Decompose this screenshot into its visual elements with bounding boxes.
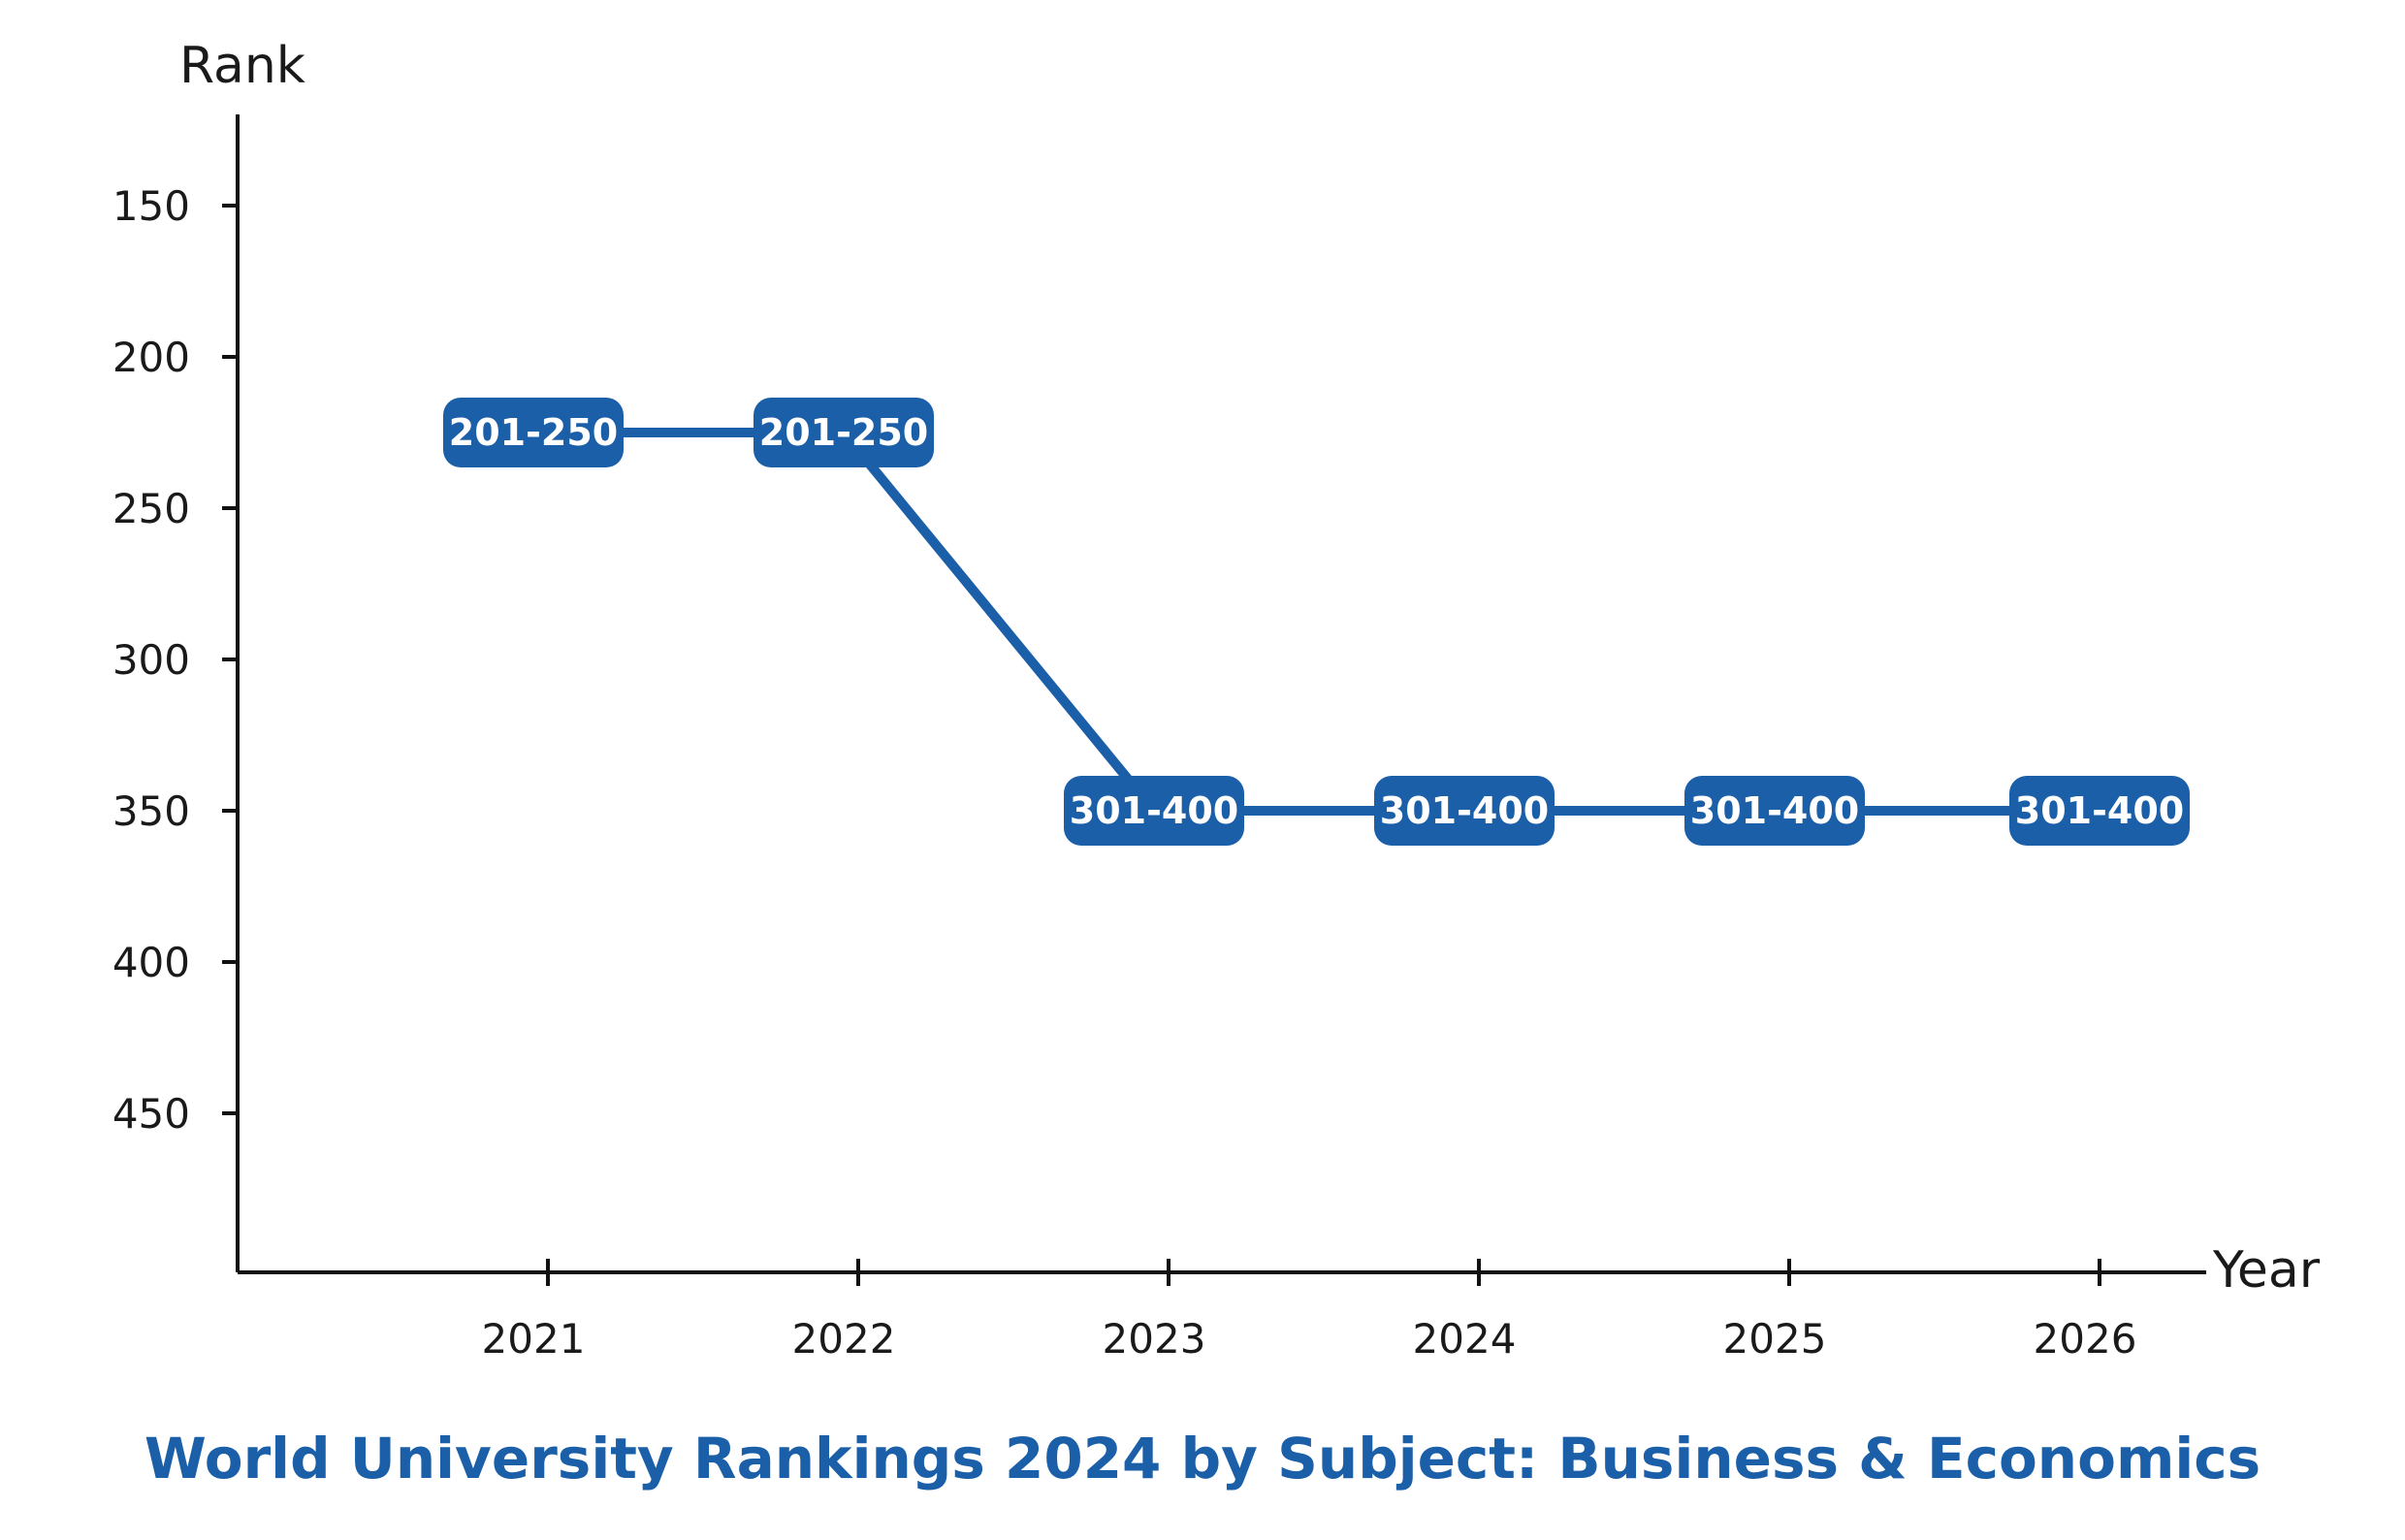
data-point-label: 301-400 [1684, 776, 1865, 846]
y-tick-label: 400 [112, 939, 190, 986]
series-line [529, 428, 2104, 816]
data-point-label: 301-400 [2009, 776, 2190, 846]
x-axis-title: Year [2212, 1241, 2321, 1299]
y-tick-label: 300 [112, 636, 190, 684]
y-tick-label: 450 [112, 1090, 190, 1138]
y-tick-label: 150 [112, 182, 190, 230]
y-tick-label: 200 [112, 334, 190, 381]
x-tick-label: 2024 [1413, 1315, 1517, 1363]
data-labels-layer: 201-250 201-250 301-400 301-400 301-400 301-4… [443, 398, 2190, 846]
data-label-box [1684, 776, 1865, 846]
data-label-text: 201-250 [449, 411, 618, 454]
data-label-box [1064, 776, 1244, 846]
data-label-box [1374, 776, 1555, 846]
x-tick-label: 2022 [792, 1315, 896, 1363]
data-label-text: 301-400 [1690, 789, 1859, 832]
chart-title: World University Rankings 2024 by Subjec… [144, 1426, 2261, 1492]
series-layer [529, 428, 2104, 816]
y-axis-title: Rank [179, 37, 305, 95]
y-tick-label: 250 [112, 485, 190, 532]
data-label-text: 201-250 [759, 411, 928, 454]
data-point-label: 301-400 [1064, 776, 1244, 846]
data-label-box [443, 398, 624, 467]
data-point-label: 201-250 [754, 398, 934, 467]
x-axis-ticks: 2021 2022 2023 2024 2025 2026 [482, 1259, 2137, 1363]
data-label-box [2009, 776, 2190, 846]
data-point-label: 201-250 [443, 398, 624, 467]
data-label-box [754, 398, 934, 467]
data-label-text: 301-400 [1070, 789, 1238, 832]
x-tick-label: 2025 [1723, 1315, 1827, 1363]
x-tick-label: 2021 [482, 1315, 586, 1363]
data-point-label: 301-400 [1374, 776, 1555, 846]
x-tick-label: 2026 [2034, 1315, 2137, 1363]
y-tick-label: 350 [112, 787, 190, 835]
data-label-text: 301-400 [1380, 789, 1549, 832]
axes [236, 114, 2206, 1274]
data-label-text: 301-400 [2015, 789, 2184, 832]
y-axis-ticks: 150 200 250 300 350 400 450 [112, 182, 238, 1138]
x-tick-label: 2023 [1103, 1315, 1206, 1363]
